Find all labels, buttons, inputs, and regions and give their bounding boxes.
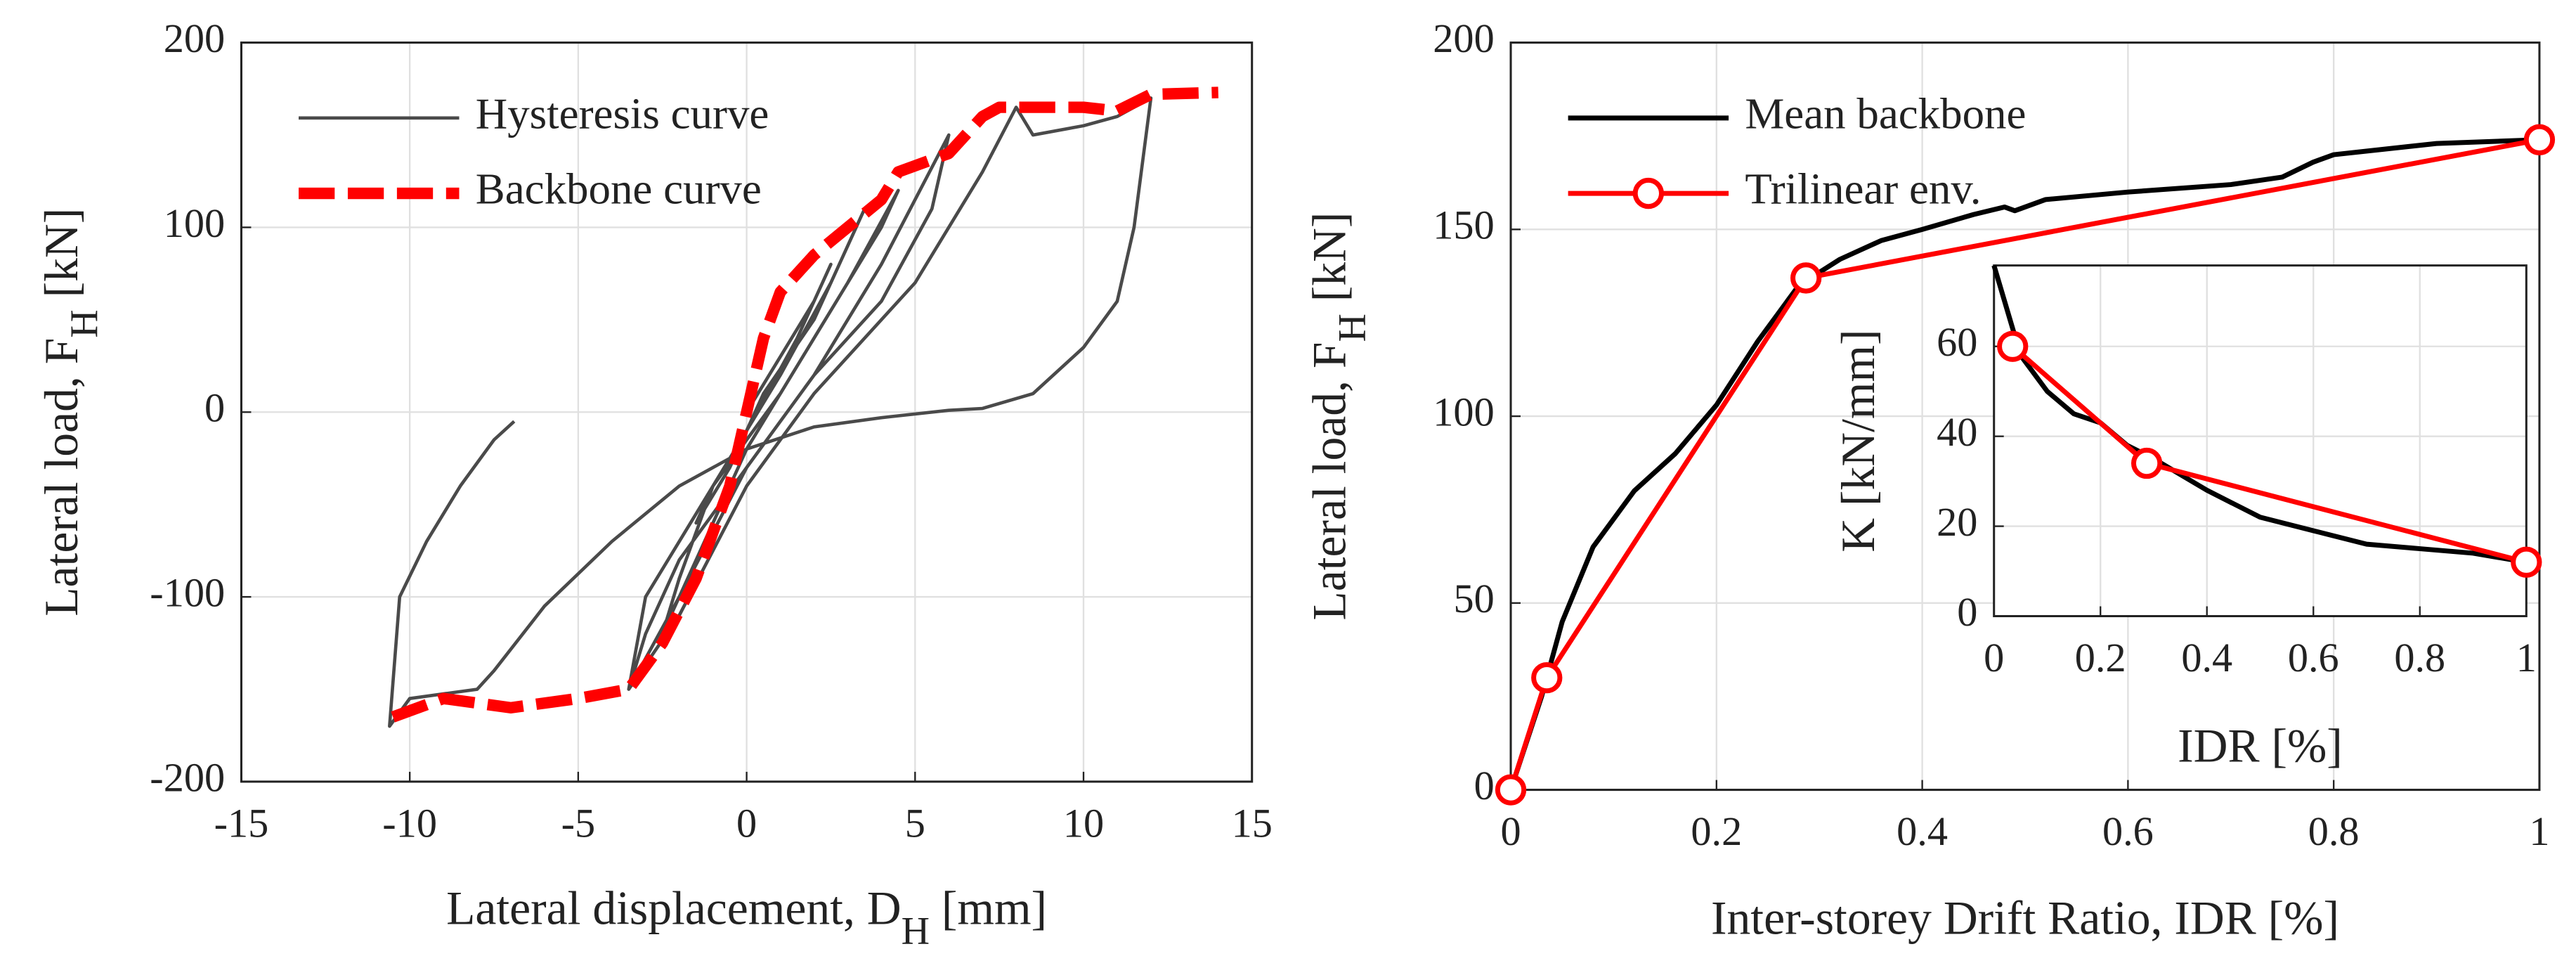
y-tick-label: 20 — [1937, 499, 1977, 545]
legend-marker — [1632, 177, 1664, 209]
y-axis-label-part: K [kN/mm] — [1832, 329, 1885, 552]
y-tick-label: -100 — [150, 569, 225, 615]
y-tick-label: 0 — [204, 385, 225, 431]
series-line — [1508, 137, 2540, 791]
y-tick-label: -200 — [150, 754, 225, 800]
x-tick-label: -5 — [561, 801, 596, 846]
x-tick-label: 0.4 — [1897, 808, 1948, 854]
x-tick-label: 15 — [1232, 801, 1273, 846]
x-tick-label: 0.4 — [2181, 635, 2232, 680]
y-tick-label: 60 — [1937, 319, 1977, 365]
y-axis-label: K [kN/mm] — [1832, 329, 1885, 552]
x-axis-label: Inter-storey Drift Ratio, IDR [%] — [1711, 891, 2339, 944]
marker — [1495, 774, 1527, 806]
x-tick-label: -10 — [382, 801, 437, 846]
x-tick-label: 0 — [1984, 635, 2004, 680]
axes-frame — [1993, 264, 2528, 618]
y-tick-label: 200 — [1433, 15, 1494, 61]
series-line — [391, 86, 1218, 723]
y-axis-label-part: H — [63, 309, 106, 337]
marker — [2511, 546, 2542, 578]
legend-label: Hysteresis curve — [476, 89, 769, 138]
x-tick-label: 0.2 — [2075, 635, 2126, 680]
x-axis-label: IDR [%] — [2178, 719, 2343, 772]
y-axis-label-part: [kN] — [35, 208, 88, 310]
legend-label: Backbone curve — [476, 164, 762, 214]
x-tick-label: 5 — [905, 801, 925, 846]
y-axis-label-part: Lateral load, F — [35, 338, 88, 616]
x-tick-label: -15 — [214, 801, 269, 846]
x-axis-label-part: Lateral displacement, D — [446, 882, 901, 934]
x-tick-label: 0.2 — [1691, 808, 1742, 854]
x-axis-label: Lateral displacement, DH [mm] — [446, 882, 1047, 953]
marker — [2131, 447, 2163, 479]
x-axis-label-part: [mm] — [930, 882, 1047, 934]
series-line — [388, 96, 1153, 728]
x-tick-label: 0 — [1500, 808, 1521, 854]
y-tick-label: 50 — [1453, 576, 1494, 621]
x-tick-label: 0.8 — [2308, 808, 2360, 854]
series-line — [1508, 137, 2540, 791]
marker — [1790, 262, 1822, 294]
axes-frame — [1509, 41, 2541, 792]
x-tick-label: 0.6 — [2102, 808, 2154, 854]
y-tick-label: 40 — [1937, 409, 1977, 455]
legend-label: Trilinear env. — [1745, 164, 1981, 214]
x-axis-label-part: Inter-storey Drift Ratio, IDR [%] — [1711, 891, 2339, 944]
x-tick-label: 1 — [2516, 635, 2537, 680]
y-tick-label: 100 — [1433, 389, 1494, 434]
axes-frame — [240, 41, 1254, 783]
y-axis-label-part: H — [1330, 314, 1374, 342]
x-tick-label: 1 — [2529, 808, 2549, 854]
x-axis-label-part: H — [902, 909, 930, 953]
y-tick-label: 200 — [164, 15, 225, 61]
y-axis-label-part: [kN] — [1303, 212, 1355, 314]
y-axis-label: Lateral load, FH [kN] — [1303, 212, 1374, 621]
plot-area — [1993, 265, 2527, 616]
legend-label: Mean backbone — [1745, 89, 2026, 138]
x-tick-label: 0.6 — [2288, 635, 2339, 680]
y-tick-label: 150 — [1433, 202, 1494, 248]
x-tick-label: 0.8 — [2394, 635, 2445, 680]
y-tick-label: 0 — [1474, 763, 1495, 808]
y-axis-label-part: Lateral load, F — [1303, 342, 1355, 621]
y-tick-label: 100 — [164, 200, 225, 246]
marker — [2523, 124, 2556, 155]
x-axis-label-part: IDR [%] — [2178, 719, 2343, 772]
marker — [1531, 661, 1563, 694]
y-axis-label: Lateral load, FH [kN] — [35, 208, 106, 616]
marker — [1997, 330, 2029, 362]
x-tick-label: 10 — [1063, 801, 1104, 846]
x-tick-label: 0 — [736, 801, 757, 846]
y-tick-label: 0 — [1957, 589, 1977, 635]
